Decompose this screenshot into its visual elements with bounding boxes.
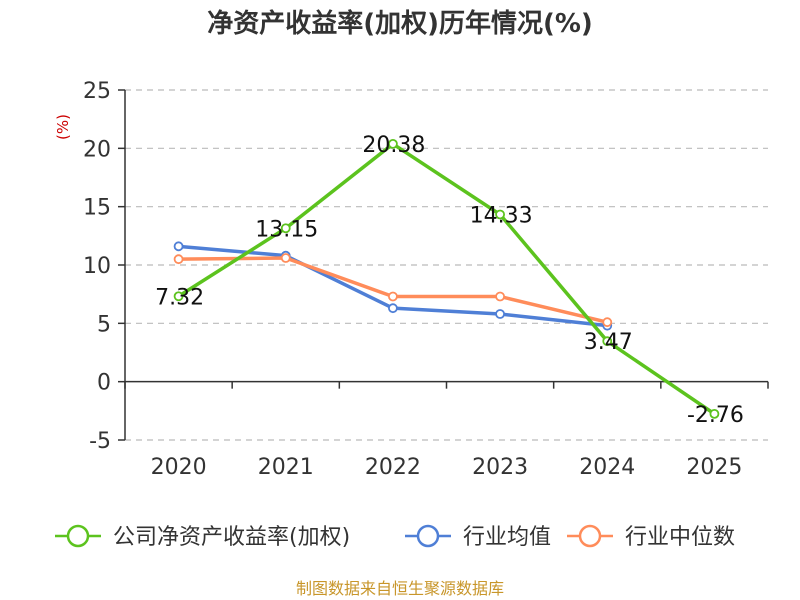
x-tick-label: 2023	[472, 455, 528, 480]
data-label: 7.32	[155, 285, 204, 310]
data-point	[280, 253, 291, 263]
data-label: 14.33	[470, 203, 533, 228]
legend: 公司净资产收益率(加权) 行业均值 行业中位数	[55, 524, 735, 550]
data-point	[495, 209, 505, 220]
series-group	[173, 138, 720, 419]
y-tick-label: 5	[97, 312, 111, 337]
x-tick-label: 2020	[151, 455, 207, 480]
series-line-0	[177, 142, 716, 416]
x-tick-label: 2021	[258, 455, 314, 480]
y-tick-label: 10	[83, 254, 111, 279]
y-axis-unit: (%)	[54, 114, 72, 140]
y-tick-labels: -5 0 5 10 15 20 25	[83, 79, 111, 454]
legend-marker-icon	[66, 524, 90, 548]
axes	[118, 89, 769, 441]
chart-title: 净资产收益率(加权)历年情况(%)	[207, 8, 593, 39]
legend-label: 行业中位数	[625, 525, 735, 550]
y-tick-label: 0	[97, 371, 111, 396]
data-labels: 7.32 13.15 20.38 14.33 3.47 -2.76	[155, 133, 744, 428]
y-tick-label: 15	[83, 196, 111, 221]
data-label: -2.76	[687, 403, 744, 428]
x-tick-label: 2025	[686, 455, 742, 480]
legend-label: 公司净资产收益率(加权)	[113, 525, 350, 550]
data-point	[602, 336, 613, 347]
y-tick-label: 25	[83, 79, 111, 104]
legend-marker-icon	[416, 524, 440, 548]
data-point	[495, 291, 505, 302]
legend-label: 行业均值	[463, 525, 551, 550]
x-tick-label: 2024	[579, 455, 635, 480]
x-tick-labels: 2020 2021 2022 2023 2024 2025	[151, 455, 743, 480]
data-point	[173, 291, 184, 302]
data-point	[602, 317, 613, 328]
data-point	[388, 303, 398, 314]
data-label: 13.15	[255, 217, 318, 242]
data-point	[495, 309, 505, 319]
x-tick-label: 2022	[365, 455, 421, 480]
data-point	[709, 408, 720, 419]
data-label: 3.47	[584, 330, 633, 355]
legend-marker-icon	[578, 524, 602, 548]
grid-lines	[125, 89, 768, 441]
data-point	[173, 254, 184, 265]
data-point	[388, 138, 398, 149]
data-point	[173, 241, 184, 252]
data-point	[388, 291, 398, 302]
data-label: 20.38	[362, 133, 425, 158]
y-tick-label: 20	[83, 137, 111, 162]
data-point	[280, 223, 291, 234]
source-note: 制图数据来自恒生聚源数据库	[296, 579, 504, 598]
y-tick-label: -5	[89, 429, 111, 454]
